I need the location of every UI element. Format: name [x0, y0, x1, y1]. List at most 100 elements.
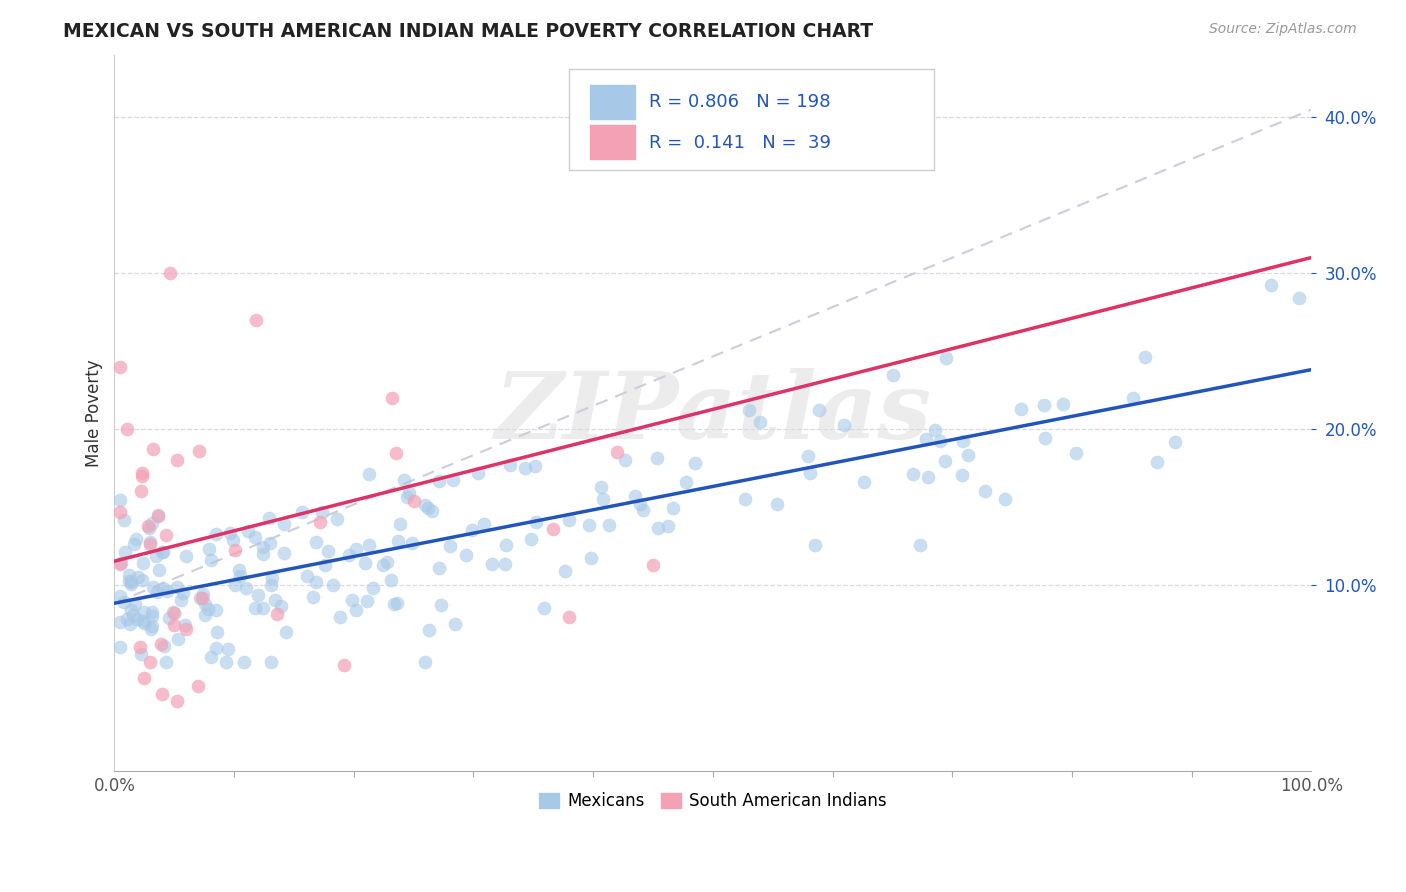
Point	[481, 558, 503, 572]
Point	[613, 453, 636, 467]
Point	[377, 556, 399, 570]
Point	[153, 639, 176, 653]
Point	[623, 489, 645, 503]
Point	[322, 578, 344, 592]
Point	[205, 526, 228, 541]
Point	[228, 563, 250, 577]
Point	[259, 536, 281, 550]
Point	[117, 422, 139, 436]
Point	[141, 516, 163, 531]
Point	[174, 617, 197, 632]
Point	[200, 649, 222, 664]
Point	[799, 466, 821, 480]
Point	[120, 574, 142, 589]
Point	[579, 550, 602, 565]
Point	[170, 593, 193, 607]
Point	[766, 496, 789, 510]
Point	[326, 512, 349, 526]
Point	[329, 610, 352, 624]
Point	[413, 498, 436, 512]
Point	[1064, 446, 1087, 460]
Point	[416, 501, 439, 516]
Point	[274, 625, 297, 640]
Point	[132, 557, 155, 571]
Point	[138, 520, 160, 534]
Point	[524, 515, 547, 529]
Point	[427, 475, 450, 489]
Point	[387, 534, 409, 549]
Point	[354, 556, 377, 570]
Point	[110, 493, 132, 508]
Point	[935, 351, 957, 366]
Point	[396, 490, 419, 504]
Point	[146, 508, 169, 522]
Point	[117, 574, 139, 589]
Point	[420, 504, 443, 518]
Point	[110, 615, 132, 630]
Point	[187, 679, 209, 693]
Point	[229, 569, 252, 583]
Point	[631, 503, 654, 517]
Point	[737, 403, 759, 417]
Point	[344, 542, 367, 557]
Point	[110, 640, 132, 655]
Point	[908, 538, 931, 552]
Point	[1260, 278, 1282, 293]
Point	[472, 516, 495, 531]
Point	[917, 470, 939, 484]
Point	[495, 538, 517, 552]
Point	[260, 578, 283, 592]
Point	[191, 591, 214, 606]
Point	[499, 458, 522, 473]
Point	[257, 511, 280, 525]
Point	[141, 609, 163, 624]
Text: R =  0.141   N =  39: R = 0.141 N = 39	[650, 134, 831, 152]
Point	[155, 528, 177, 542]
Point	[952, 434, 974, 448]
Point	[314, 558, 336, 573]
Point	[578, 517, 600, 532]
Point	[804, 538, 827, 552]
Point	[273, 516, 295, 531]
FancyBboxPatch shape	[589, 125, 636, 159]
Point	[929, 434, 952, 449]
Point	[110, 359, 132, 374]
Point	[541, 522, 564, 536]
Point	[166, 453, 188, 467]
Point	[311, 505, 333, 519]
Point	[1052, 397, 1074, 411]
Point	[339, 548, 361, 562]
Point	[139, 535, 162, 549]
Text: Source: ZipAtlas.com: Source: ZipAtlas.com	[1209, 22, 1357, 37]
Point	[125, 532, 148, 546]
Point	[384, 446, 406, 460]
Point	[224, 543, 246, 558]
Point	[808, 403, 831, 417]
Point	[924, 423, 946, 437]
Point	[122, 537, 145, 551]
Point	[166, 694, 188, 708]
Point	[141, 619, 163, 633]
Point	[132, 615, 155, 630]
Point	[356, 594, 378, 608]
Point	[344, 603, 367, 617]
Point	[413, 656, 436, 670]
Point	[295, 569, 318, 583]
Point	[1033, 398, 1056, 412]
Point	[641, 558, 664, 573]
Point	[950, 468, 973, 483]
Point	[150, 686, 173, 700]
Point	[1146, 455, 1168, 469]
Point	[260, 571, 283, 585]
Point	[131, 466, 153, 480]
Point	[127, 611, 149, 625]
Point	[141, 605, 163, 619]
Point	[139, 656, 162, 670]
Point	[139, 537, 162, 551]
Point	[204, 603, 226, 617]
Point	[162, 605, 184, 619]
Point	[398, 486, 420, 500]
Point	[110, 589, 132, 603]
Point	[110, 556, 132, 570]
Point	[127, 570, 149, 584]
